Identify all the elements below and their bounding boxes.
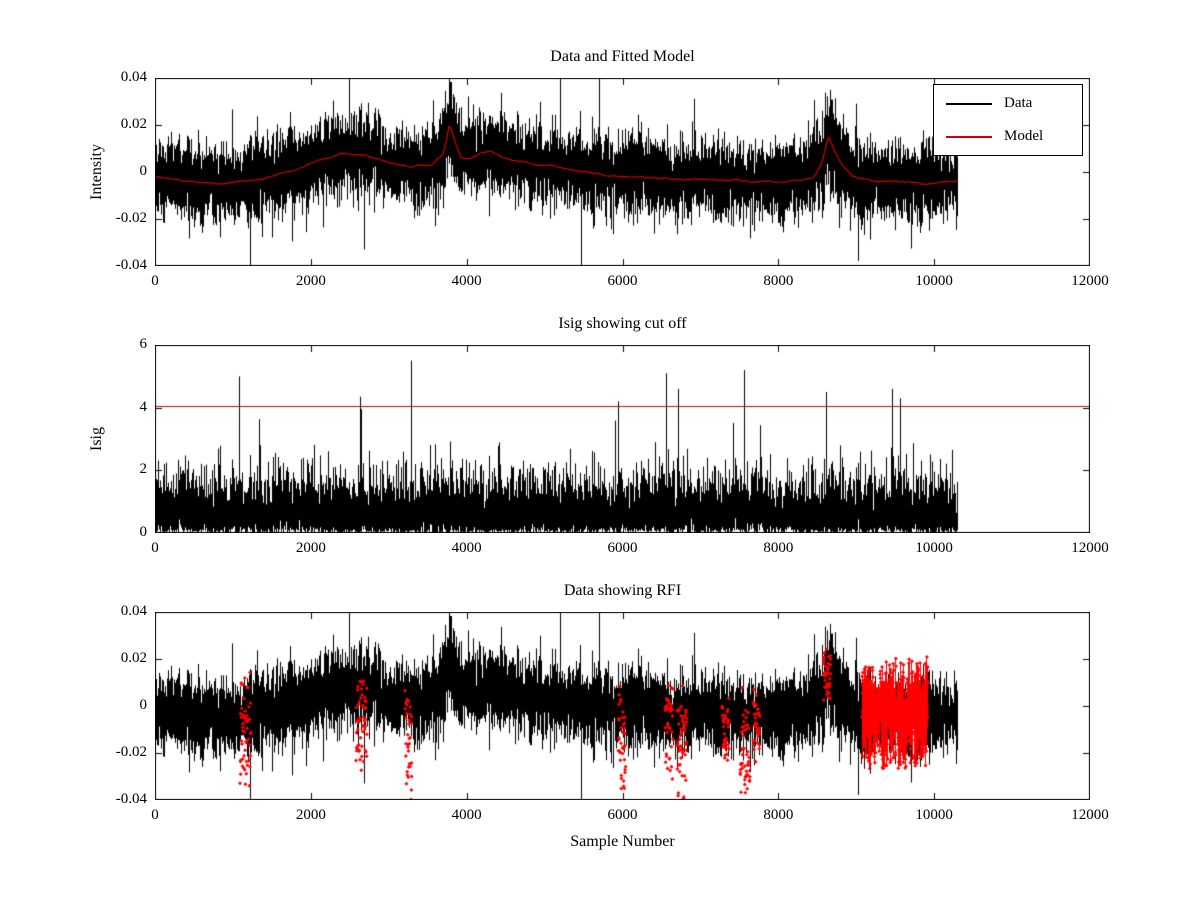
x-tick-label: 6000: [607, 540, 638, 556]
legend-entry: Model: [934, 120, 1082, 153]
legend: Data Model: [933, 84, 1083, 156]
y-tick-label: -0.04: [115, 257, 147, 273]
y-tick-label: -0.04: [115, 791, 147, 807]
x-tick-label: 8000: [763, 273, 794, 289]
x-tick-label: 4000: [451, 807, 482, 823]
x-tick-label: 4000: [451, 273, 482, 289]
plot3-canvas: [155, 612, 1090, 800]
legend-line-sample: [946, 102, 992, 105]
x-tick-label: 2000: [295, 540, 326, 556]
plot2-ylabel: Isig: [88, 427, 105, 451]
y-tick-label: 6: [139, 336, 148, 352]
y-tick-label: 0.04: [120, 69, 147, 85]
x-tick-label: 2000: [295, 273, 326, 289]
legend-line-sample: [946, 135, 992, 138]
x-tick-label: 4000: [451, 540, 482, 556]
y-tick-label: -0.02: [115, 210, 147, 226]
y-tick-label: 0: [139, 524, 148, 540]
legend-entry-label: Model: [1004, 128, 1044, 144]
x-tick-label: 0: [151, 540, 159, 556]
y-tick-label: 0: [139, 697, 148, 713]
y-tick-label: 2: [139, 461, 148, 478]
legend-entry: Data: [934, 87, 1082, 120]
x-tick-label: 10000: [915, 540, 953, 556]
x-tick-label: 2000: [295, 807, 326, 823]
y-tick-label: 0.02: [120, 650, 147, 666]
legend-entry-label: Data: [1004, 95, 1033, 111]
x-tick-label: 12000: [1071, 273, 1109, 289]
x-tick-label: 6000: [607, 807, 638, 823]
x-tick-label: 12000: [1071, 540, 1109, 556]
x-tick-label: 6000: [607, 273, 638, 289]
plot2-canvas: [155, 345, 1090, 533]
plot3-xlabel: Sample Number: [570, 833, 675, 850]
x-tick-label: 12000: [1071, 807, 1109, 823]
x-tick-label: 10000: [915, 807, 953, 823]
y-tick-label: 0.02: [120, 116, 147, 132]
y-tick-label: -0.02: [115, 744, 147, 760]
plot1-title: Data and Fitted Model: [550, 48, 695, 65]
y-tick-label: 4: [139, 398, 148, 415]
x-tick-label: 0: [151, 273, 159, 289]
plot2-title: Isig showing cut off: [558, 315, 687, 332]
x-tick-label: 8000: [763, 540, 794, 556]
x-tick-label: 0: [151, 807, 159, 823]
x-tick-label: 8000: [763, 807, 794, 823]
x-tick-label: 10000: [915, 273, 953, 289]
plot3-title: Data showing RFI: [563, 582, 682, 599]
y-tick-label: 0: [139, 163, 148, 179]
y-tick-label: 0.04: [120, 603, 147, 619]
